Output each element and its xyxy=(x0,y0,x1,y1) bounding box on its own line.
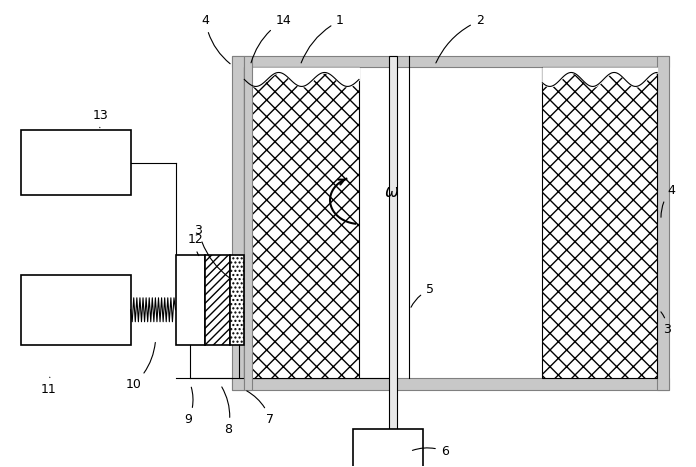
Bar xyxy=(542,68,657,378)
Text: 11: 11 xyxy=(41,377,57,396)
Text: 10: 10 xyxy=(126,342,155,391)
Bar xyxy=(353,430,422,467)
Bar xyxy=(657,56,669,389)
Bar xyxy=(244,68,359,378)
Text: 14: 14 xyxy=(251,14,291,63)
Text: $\omega$: $\omega$ xyxy=(384,183,400,201)
Text: 5: 5 xyxy=(411,283,434,307)
Bar xyxy=(21,130,131,195)
Text: 4: 4 xyxy=(201,14,230,64)
Bar xyxy=(175,255,205,345)
Text: 7: 7 xyxy=(247,391,274,426)
Bar xyxy=(230,255,244,345)
Text: 4: 4 xyxy=(661,184,675,217)
Text: 3: 3 xyxy=(194,224,230,278)
Bar xyxy=(389,56,397,430)
Bar xyxy=(232,378,669,389)
Text: 6: 6 xyxy=(413,445,449,458)
Text: 3: 3 xyxy=(661,312,671,336)
Bar xyxy=(21,275,131,345)
Bar xyxy=(205,255,230,345)
Bar xyxy=(232,56,669,68)
Text: 1: 1 xyxy=(301,14,344,63)
Text: 12: 12 xyxy=(188,234,203,255)
Text: 8: 8 xyxy=(222,387,232,436)
Bar xyxy=(232,56,244,389)
Text: 9: 9 xyxy=(184,387,193,426)
Bar xyxy=(244,56,252,389)
Text: 13: 13 xyxy=(93,109,109,127)
Text: 2: 2 xyxy=(436,14,484,63)
